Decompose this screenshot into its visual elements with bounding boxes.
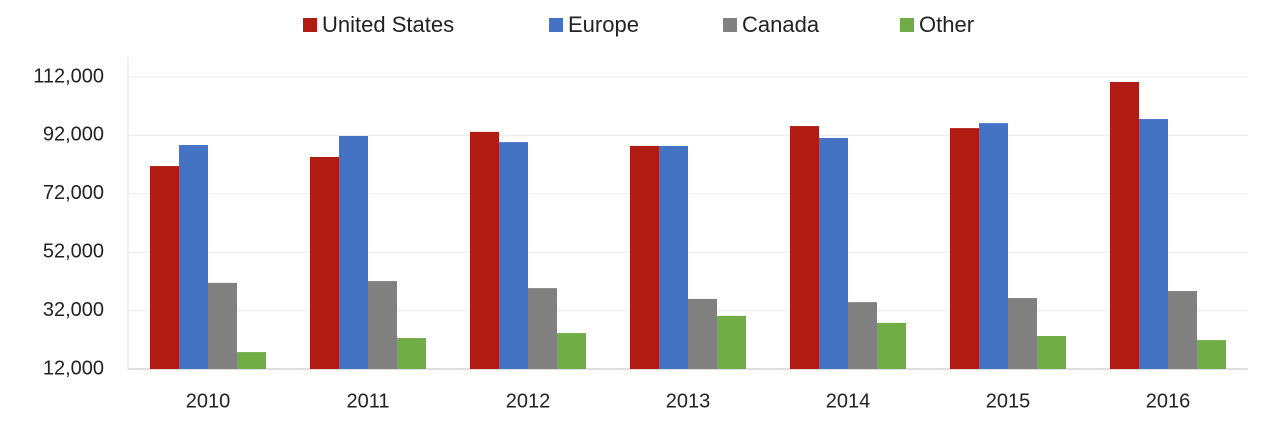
legend-swatch [900, 18, 914, 32]
bar [1168, 291, 1197, 369]
legend-swatch [303, 18, 317, 32]
legend-swatch [723, 18, 737, 32]
x-tick-label: 2012 [506, 390, 551, 412]
bar [397, 338, 426, 369]
x-tick-label: 2013 [666, 390, 711, 412]
bar [179, 145, 208, 369]
y-tick-label: 12,000 [43, 357, 104, 379]
bar [659, 145, 688, 369]
bar [150, 166, 179, 369]
x-tick-label: 2014 [826, 390, 871, 412]
x-tick-label: 2015 [986, 390, 1031, 412]
bar [310, 157, 339, 369]
y-tick-label: 32,000 [43, 299, 104, 321]
y-tick-label: 92,000 [43, 124, 104, 146]
legend-swatch [549, 18, 563, 32]
bar [528, 288, 557, 369]
bar [557, 333, 586, 369]
y-tick-label: 52,000 [43, 240, 104, 262]
bar [848, 302, 877, 369]
bar [819, 138, 848, 369]
bar [208, 282, 237, 369]
bar [470, 131, 499, 369]
x-tick-label: 2010 [186, 390, 231, 412]
legend-label: United States [322, 12, 454, 37]
legend: United States Europe Canada Other [303, 12, 974, 37]
bar [630, 145, 659, 369]
bar [1008, 298, 1037, 369]
bar [877, 322, 906, 369]
legend-label: Europe [568, 12, 639, 37]
bar [339, 135, 368, 369]
bar [790, 126, 819, 369]
legend-label: Canada [742, 12, 820, 37]
bar [1110, 81, 1139, 370]
bar [717, 315, 746, 369]
y-tick-label: 72,000 [43, 182, 104, 204]
x-tick-label: 2016 [1146, 390, 1191, 412]
y-tick-label: 112,000 [33, 65, 104, 87]
bar [368, 281, 397, 369]
bar [1197, 340, 1226, 369]
bar [1037, 336, 1066, 369]
x-tick-label: 2011 [346, 390, 389, 412]
bar [499, 142, 528, 369]
bar [1139, 119, 1168, 369]
bar [688, 298, 717, 369]
bar [237, 352, 266, 369]
bar [979, 123, 1008, 369]
bar [950, 128, 979, 369]
legend-label: Other [919, 12, 974, 37]
